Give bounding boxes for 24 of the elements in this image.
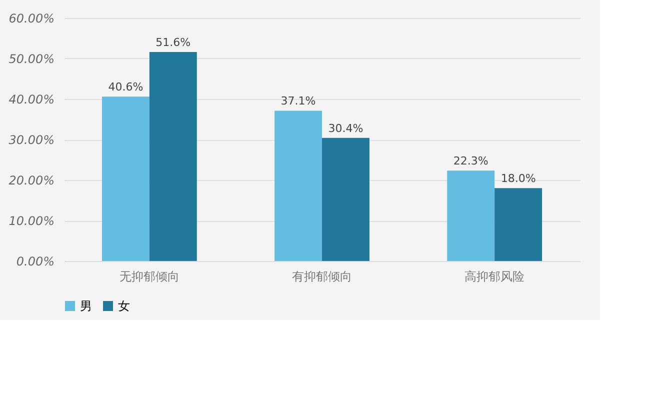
x-tick-label: 高抑郁风险 bbox=[464, 270, 525, 284]
y-tick-label: 20.00% bbox=[8, 174, 54, 188]
legend-label: 男 bbox=[80, 299, 92, 313]
data-label: 18.0% bbox=[500, 172, 536, 186]
bar bbox=[149, 52, 197, 261]
bar bbox=[494, 188, 542, 261]
y-tick-label: 0.00% bbox=[16, 254, 54, 268]
y-tick-label: 40.00% bbox=[8, 92, 54, 106]
bar bbox=[102, 96, 150, 261]
data-label: 51.6% bbox=[156, 36, 191, 50]
y-tick-label: 30.00% bbox=[8, 133, 54, 147]
x-tick-label: 有抑郁倾向 bbox=[292, 270, 352, 284]
bar bbox=[322, 138, 370, 261]
data-label: 30.4% bbox=[328, 122, 364, 135]
y-tick-label: 60.00% bbox=[8, 12, 54, 26]
x-tick-label: 无抑郁倾向 bbox=[119, 270, 180, 284]
y-tick-label: 50.00% bbox=[8, 52, 54, 66]
data-label: 37.1% bbox=[280, 94, 316, 108]
bar bbox=[447, 170, 495, 261]
bar bbox=[274, 110, 322, 261]
y-tick-label: 10.00% bbox=[8, 214, 54, 228]
data-label: 40.6% bbox=[108, 80, 144, 94]
data-label: 22.3% bbox=[453, 154, 488, 168]
legend-label: 女 bbox=[118, 299, 130, 313]
